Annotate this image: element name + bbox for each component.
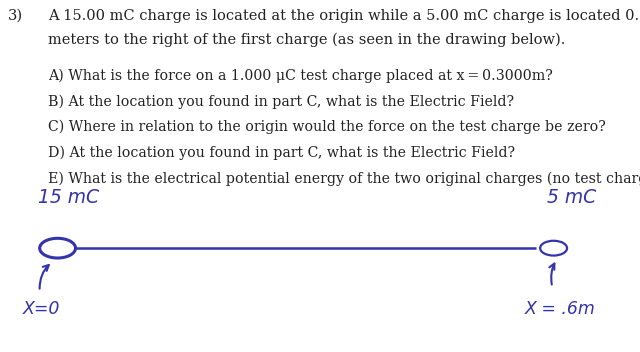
Text: X=0: X=0 [22, 300, 60, 318]
Text: meters to the right of the first charge (as seen in the drawing below).: meters to the right of the first charge … [48, 32, 565, 47]
Text: C) Where in relation to the origin would the force on the test charge be zero?: C) Where in relation to the origin would… [48, 120, 605, 134]
Text: E) What is the electrical potential energy of the two original charges (no test : E) What is the electrical potential ener… [48, 171, 640, 186]
Text: B) At the location you found in part C, what is the Electric Field?: B) At the location you found in part C, … [48, 94, 514, 109]
Text: A) What is the force on a 1.000 μC test charge placed at x = 0.3000m?: A) What is the force on a 1.000 μC test … [48, 69, 553, 83]
Text: A 15.00 mC charge is located at the origin while a 5.00 mC charge is located 0.6: A 15.00 mC charge is located at the orig… [48, 9, 640, 23]
Circle shape [540, 241, 567, 256]
Text: X = .6m: X = .6m [525, 300, 596, 318]
Text: 3): 3) [8, 9, 23, 23]
Text: 5 mC: 5 mC [547, 188, 596, 207]
Text: D) At the location you found in part C, what is the Electric Field?: D) At the location you found in part C, … [48, 146, 515, 160]
Text: 15 mC: 15 mC [38, 188, 100, 207]
Circle shape [40, 238, 76, 258]
